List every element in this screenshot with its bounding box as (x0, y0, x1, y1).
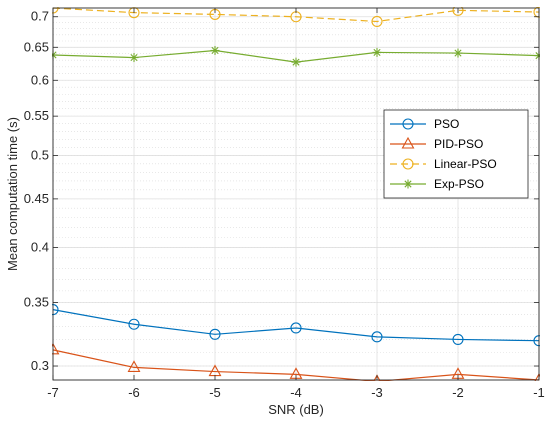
legend: PSO PID-PSO Linear-PSO Exp-PSO (383, 109, 529, 199)
legend-marker-pso (402, 118, 414, 130)
legend-label-pid-pso: PID-PSO (434, 137, 483, 151)
data-point-pso (128, 318, 140, 330)
y-tick-label: 0.5 (31, 147, 49, 162)
x-tick-label: -2 (452, 385, 464, 400)
y-tick-label: 0.35 (24, 294, 49, 309)
legend-marker-exp-pso (403, 179, 413, 189)
x-tick-label: -3 (371, 385, 383, 400)
legend-label-linear-pso: Linear-PSO (434, 157, 497, 171)
legend-label-exp-pso: Exp-PSO (434, 177, 484, 191)
y-tick-label: 0.6 (31, 72, 49, 87)
x-axis-label: SNR (dB) (268, 402, 324, 417)
y-tick-label: 0.55 (24, 108, 49, 123)
data-point-linear-pso (371, 15, 383, 28)
data-point-pso (209, 328, 221, 340)
y-axis-label: Mean computation time (s) (5, 117, 20, 271)
x-tick-label: -1 (533, 385, 545, 400)
x-tick-label: -7 (47, 385, 59, 400)
data-point-exp-pso (372, 47, 382, 57)
data-point-pid-pso (534, 372, 540, 381)
data-point-exp-pso (129, 53, 139, 63)
data-point-exp-pso (210, 45, 220, 55)
data-point-pid-pso (127, 360, 141, 372)
axes (52, 7, 540, 381)
data-point-pso (371, 331, 383, 343)
legend-label-pso: PSO (434, 117, 459, 131)
y-tick-label: 0.4 (31, 239, 49, 254)
series-line-pso (52, 309, 540, 342)
data-point-linear-pso (452, 7, 464, 16)
y-tick-label: 0.45 (24, 191, 49, 206)
series-pso (52, 304, 540, 347)
data-point-exp-pso (453, 48, 463, 58)
data-point-pso (290, 322, 302, 334)
series-line-pid-pso (52, 349, 540, 381)
x-tick-label: -6 (128, 385, 140, 400)
tick-labels: 0.3 0.35 0.4 0.45 0.5 0.55 0.6 0.65 0.7 -7 -6 -5 -4 -… (24, 9, 545, 400)
y-tick-label: 0.65 (24, 39, 49, 54)
x-tick-label: -5 (209, 385, 221, 400)
legend-marker-linear-pso (402, 158, 414, 170)
x-tick-label: -4 (290, 385, 302, 400)
y-tick-label: 0.3 (31, 358, 49, 373)
data-point-exp-pso (291, 57, 301, 67)
data-point-pso (452, 333, 464, 345)
axes-box (52, 7, 540, 381)
legend-marker-pid-pso (401, 136, 415, 149)
y-tick-label: 0.7 (31, 9, 49, 24)
